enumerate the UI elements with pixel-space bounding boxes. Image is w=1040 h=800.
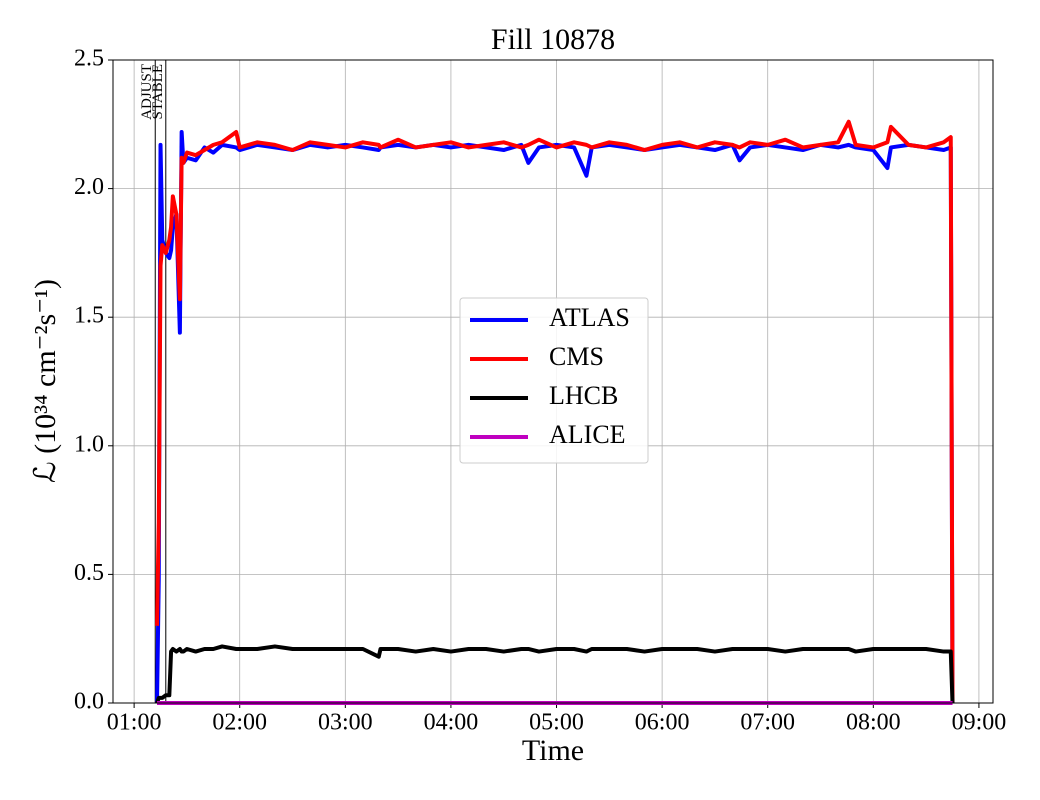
- plot-frame: [112, 59, 994, 704]
- y-tick-label: 2.5: [74, 46, 104, 72]
- x-tick-label: 01:00: [107, 710, 162, 736]
- x-tick-label: 07:00: [740, 710, 795, 736]
- y-axis-label: ℒ (10³⁴ cm⁻²s⁻¹): [29, 279, 62, 483]
- annotation-label: ADJUST: [139, 64, 155, 120]
- legend-label: ATLAS: [549, 303, 630, 332]
- x-axis-label: Time: [522, 734, 584, 767]
- legend-label: ALICE: [549, 420, 626, 449]
- x-tick-label: 08:00: [846, 710, 901, 736]
- legend: ATLAS CMS LHCB ALICE: [459, 297, 649, 464]
- legend-box: [459, 297, 649, 464]
- y-tick-label: 1.0: [74, 431, 104, 457]
- series-line: [155, 119, 955, 704]
- legend-label: CMS: [549, 342, 604, 371]
- x-tick-label: 04:00: [424, 710, 479, 736]
- y-tick-label: 2.0: [74, 174, 104, 200]
- x-tick-label: 05:00: [529, 710, 584, 736]
- y-tick-label: 1.5: [74, 303, 104, 329]
- annotation-label: STABLE: [150, 64, 166, 119]
- x-tick-label: 03:00: [318, 710, 373, 736]
- y-tick-label: 0.0: [74, 689, 104, 715]
- series-line: [155, 644, 955, 704]
- legend-label: LHCB: [549, 381, 618, 410]
- chart-title: Fill 10878: [491, 23, 615, 56]
- y-tick-label: 0.5: [74, 560, 104, 586]
- x-tick-label: 06:00: [635, 710, 690, 736]
- x-tick-label: 02:00: [212, 710, 267, 736]
- x-tick-label: 09:00: [952, 710, 1007, 736]
